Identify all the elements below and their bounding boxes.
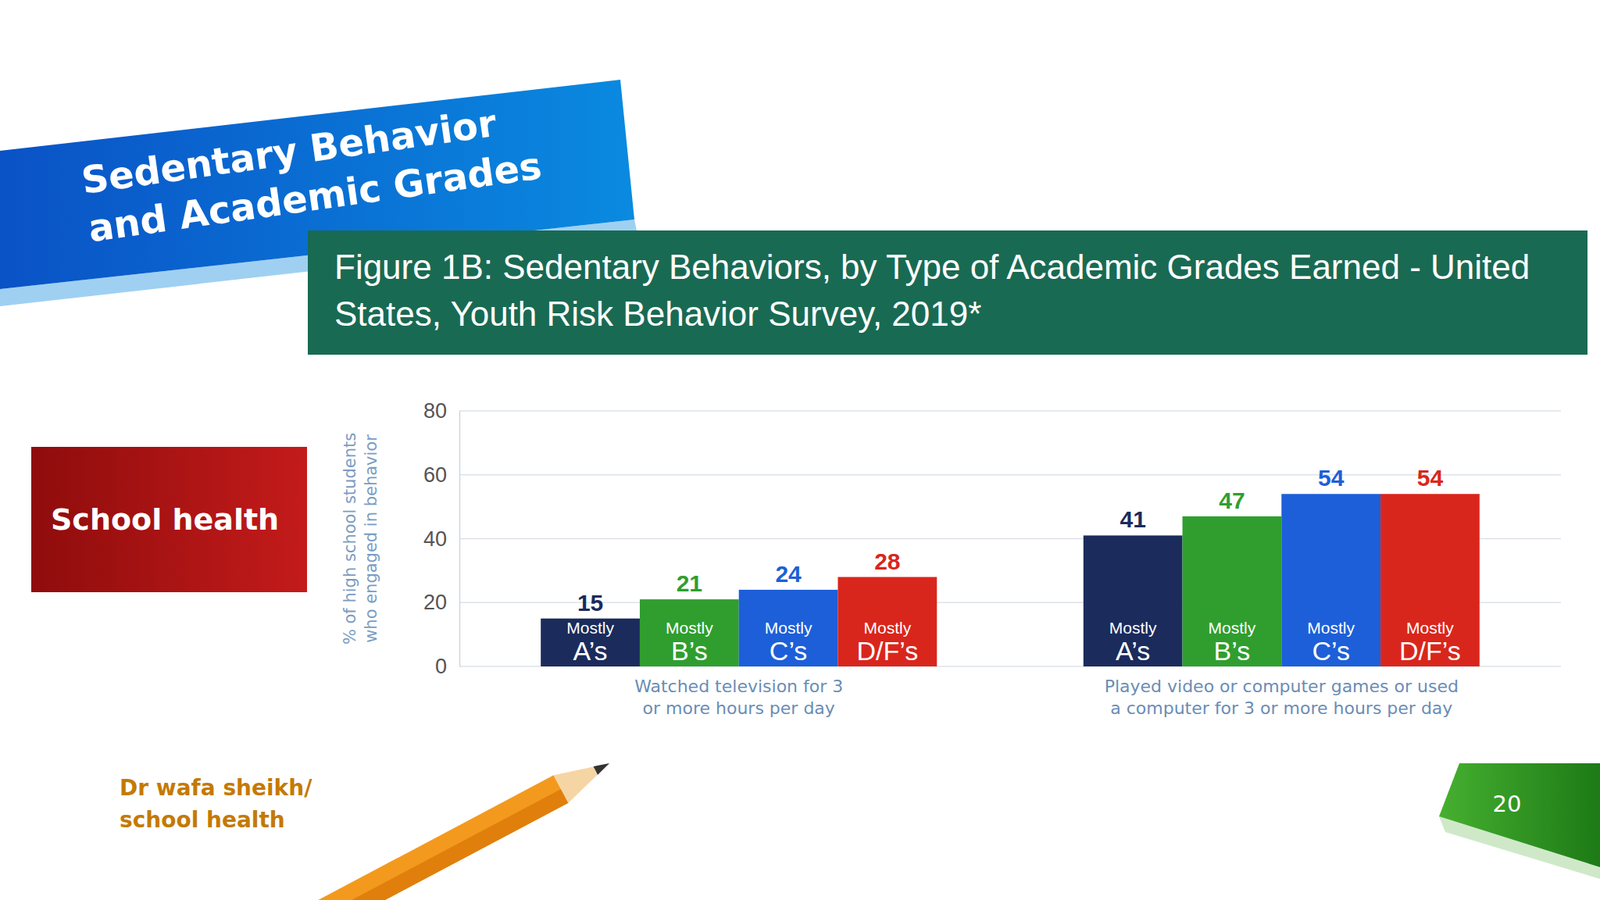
tick-label: 0 bbox=[435, 654, 447, 679]
text-line: Mostly bbox=[1208, 618, 1257, 637]
text-line: or more hours per day bbox=[642, 698, 836, 718]
y-tick: 80 bbox=[423, 399, 460, 423]
text-line: Mostly bbox=[1406, 618, 1454, 637]
text-line: C’s bbox=[1311, 635, 1350, 666]
y-tick: 20 bbox=[423, 590, 460, 615]
grid bbox=[459, 410, 1561, 667]
text-line: C’s bbox=[769, 635, 808, 666]
grid-line bbox=[459, 410, 1561, 412]
text-line: B’s bbox=[671, 635, 708, 666]
bar-name: MostlyA’s bbox=[1109, 618, 1158, 666]
text-line: a computer for 3 or more hours per day bbox=[1110, 698, 1453, 718]
bar bbox=[540, 618, 640, 667]
bar-texts: MostlyA’s15MostlyA’s41MostlyB’s21MostlyB… bbox=[566, 464, 1461, 666]
bar-name: MostlyB’s bbox=[665, 618, 714, 666]
y-tick: 60 bbox=[423, 463, 460, 487]
grid-line bbox=[459, 474, 1561, 476]
bar bbox=[1182, 516, 1283, 667]
text-line: Mostly bbox=[1109, 618, 1158, 637]
text-line: Mostly bbox=[864, 618, 912, 637]
y-axis: 0 20 40 60 80 bbox=[423, 399, 461, 679]
y-tick: 0 bbox=[435, 654, 460, 679]
bar bbox=[1380, 493, 1480, 667]
bar bbox=[739, 589, 839, 667]
data-label: 21 bbox=[676, 570, 703, 597]
data-label: 47 bbox=[1218, 487, 1245, 514]
page-badge bbox=[1439, 763, 1600, 868]
chart: 0 20 40 60 80 % of high school studentswho en… bbox=[340, 399, 1561, 718]
axis-line bbox=[459, 411, 461, 668]
text-line: Figure 1B: Sedentary Behaviors, by Type … bbox=[334, 247, 1530, 286]
text-line: B’s bbox=[1214, 635, 1251, 666]
page-number: 20 bbox=[1492, 790, 1522, 818]
text-line: A’s bbox=[1115, 635, 1150, 666]
pencil-lead bbox=[593, 763, 611, 775]
text-line: who engaged in behavior bbox=[361, 434, 381, 643]
bar-name: MostlyA’s bbox=[566, 618, 615, 666]
text-line: Mostly bbox=[1307, 618, 1355, 637]
pencil-wood bbox=[553, 763, 610, 804]
data-label: 28 bbox=[874, 548, 900, 575]
bar-name: MostlyD/F’s bbox=[1399, 618, 1461, 666]
pencil-body bbox=[312, 775, 569, 900]
footer: Dr wafa sheikh/school health bbox=[119, 775, 313, 833]
bar bbox=[1281, 493, 1381, 667]
y-tick: 40 bbox=[423, 527, 460, 551]
bar-name: MostlyC’s bbox=[1307, 618, 1355, 666]
y-axis-title: % of high school studentswho engaged in … bbox=[340, 432, 381, 645]
tick-label: 80 bbox=[423, 399, 447, 423]
tick-label: 40 bbox=[423, 527, 447, 551]
bar-name: MostlyC’s bbox=[764, 618, 813, 666]
text-line: Dr wafa sheikh/ bbox=[119, 775, 313, 801]
text-line: D/F’s bbox=[1399, 635, 1461, 666]
text-line: school health bbox=[119, 807, 286, 833]
data-label: 54 bbox=[1317, 464, 1345, 491]
text-line: States, Youth Risk Behavior Survey, 2019… bbox=[334, 294, 982, 333]
text-line: A’s bbox=[573, 635, 608, 666]
data-label: 54 bbox=[1417, 464, 1444, 491]
slide: Sedentary Behaviorand Academic GradesFig… bbox=[0, 0, 1600, 900]
data-label: 24 bbox=[775, 560, 802, 587]
text-line: Mostly bbox=[764, 618, 813, 637]
text-line: D/F’s bbox=[856, 635, 918, 666]
text-line: % of high school students bbox=[340, 432, 360, 645]
bars bbox=[540, 493, 1480, 667]
tick-label: 60 bbox=[423, 463, 447, 487]
bar bbox=[639, 599, 740, 667]
text-line: Watched television for 3 bbox=[634, 676, 843, 697]
title-box bbox=[307, 230, 1588, 355]
bar-name: MostlyD/F’s bbox=[856, 618, 918, 666]
chart-title: Figure 1B: Sedentary Behaviors, by Type … bbox=[334, 247, 1530, 333]
bar-name: MostlyB’s bbox=[1208, 618, 1257, 666]
tick-label: 20 bbox=[423, 590, 447, 615]
side-box bbox=[31, 446, 308, 593]
text-line: Played video or computer games or used bbox=[1104, 676, 1459, 697]
text-line: Mostly bbox=[665, 618, 714, 637]
banner-title: Sedentary Behaviorand Academic Grades bbox=[78, 95, 545, 250]
bar bbox=[1083, 535, 1183, 667]
x-tick-label: Played video or computer games or useda … bbox=[1104, 676, 1459, 718]
data-label: 15 bbox=[577, 589, 604, 616]
pencil bbox=[312, 763, 610, 900]
pencil-shade bbox=[319, 789, 568, 900]
bar bbox=[837, 577, 937, 667]
x-tick-label: Watched television for 3or more hours pe… bbox=[634, 676, 843, 718]
text-line: Mostly bbox=[566, 618, 615, 637]
data-label: 41 bbox=[1119, 506, 1146, 533]
side-label: School health bbox=[50, 502, 279, 537]
